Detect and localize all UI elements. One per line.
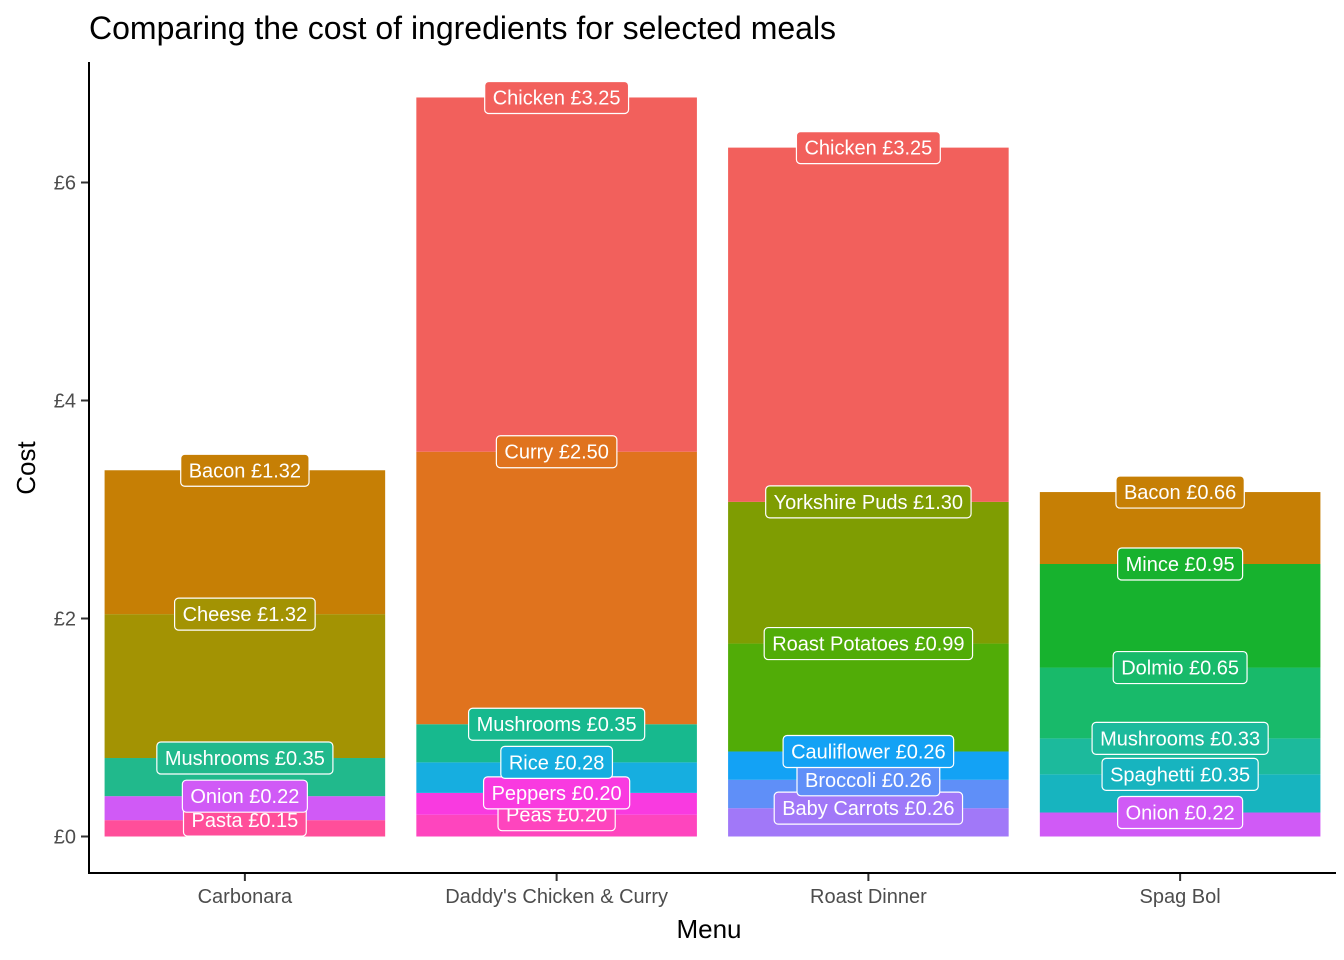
y-tick-label-6: £6	[54, 173, 76, 195]
x-tick-label-carbonara: Carbonara	[198, 886, 293, 908]
segment-label-box	[467, 707, 646, 741]
bar-segment-roast-dinner-chicken	[728, 147, 1009, 502]
segment-label-text: Chicken £3.25	[804, 138, 932, 160]
segment-label-carbonara-bacon: Bacon £1.32	[180, 453, 310, 487]
segment-label-box	[782, 734, 955, 769]
segment-label-spag-bol-onion: Onion £0.22	[1117, 795, 1244, 830]
segment-label-daddy-s-chicken-curry-chicken: Chicken £3.25	[484, 80, 630, 115]
bar-segment-carbonara-cheese	[104, 614, 386, 759]
segment-label-text: Roast Potatoes £0.99	[772, 634, 964, 656]
bar-segment-roast-dinner-yorkshire-puds	[728, 501, 1009, 644]
segment-label-text: Broccoli £0.26	[805, 770, 932, 792]
segment-label-daddy-s-chicken-curry-peppers: Peppers £0.20	[482, 776, 631, 810]
x-tick-label-daddy-s-chicken-curry: Daddy's Chicken & Curry	[445, 886, 668, 908]
segment-label-spag-bol-dolmio: Dolmio £0.65	[1112, 650, 1248, 685]
segment-label-text: Mushrooms £0.35	[165, 748, 325, 770]
segment-label-box	[763, 626, 974, 661]
y-tick-label-4: £4	[54, 391, 76, 413]
segment-label-spag-bol-mushrooms: Mushrooms £0.33	[1091, 721, 1269, 756]
segment-label-text: Pasta £0.15	[192, 810, 299, 832]
segment-label-spag-bol-spaghetti: Spaghetti £0.35	[1101, 757, 1259, 791]
segment-label-text: Bacon £1.32	[189, 460, 301, 482]
x-tick-label-roast-dinner: Roast Dinner	[810, 886, 927, 908]
segment-label-spag-bol-mince: Mince £0.95	[1117, 547, 1244, 581]
segment-label-daddy-s-chicken-curry-mushrooms: Mushrooms £0.35	[467, 707, 646, 741]
segment-label-text: Spaghetti £0.35	[1110, 764, 1250, 786]
y-tick-label-0: £0	[54, 827, 76, 849]
bar-segment-roast-dinner-roast-potatoes	[728, 643, 1009, 752]
segment-label-text: Dolmio £0.65	[1121, 658, 1239, 680]
segment-label-roast-dinner-broccoli: Broccoli £0.26	[796, 763, 941, 797]
segment-label-box	[500, 745, 614, 779]
segment-label-roast-dinner-yorkshire-puds: Yorkshire Puds £1.30	[765, 485, 972, 519]
segment-label-box	[1101, 757, 1259, 791]
bar-segment-daddy-s-chicken-curry-chicken	[416, 97, 697, 452]
segment-label-box	[765, 485, 972, 519]
segment-label-text: Rice £0.28	[509, 752, 605, 774]
segment-label-spag-bol-bacon: Bacon £0.66	[1115, 475, 1245, 509]
segment-label-carbonara-onion: Onion £0.22	[181, 779, 308, 813]
segment-label-text: Chicken £3.25	[493, 87, 621, 109]
x-tick-label-spag-bol: Spag Bol	[1140, 886, 1221, 908]
segment-label-daddy-s-chicken-curry-curry: Curry £2.50	[495, 435, 618, 469]
chart-title: Comparing the cost of ingredients for se…	[89, 10, 836, 46]
segment-label-text: Onion £0.22	[190, 786, 299, 808]
y-tick-label-2: £2	[54, 609, 76, 631]
segment-label-text: Peppers £0.20	[492, 783, 622, 805]
segment-label-roast-dinner-cauliflower: Cauliflower £0.26	[782, 734, 955, 769]
segment-label-roast-dinner-baby-carrots: Baby Carrots £0.26	[773, 791, 964, 825]
segment-label-box	[1117, 547, 1244, 581]
segment-label-text: Mushrooms £0.33	[1100, 728, 1260, 750]
x-axis-title: Menu	[676, 914, 741, 944]
segment-label-text: Bacon £0.66	[1124, 482, 1236, 504]
segment-label-roast-dinner-roast-potatoes: Roast Potatoes £0.99	[763, 626, 974, 661]
segment-label-box	[156, 741, 334, 775]
segment-label-text: Baby Carrots £0.26	[782, 798, 954, 820]
segment-label-box	[1115, 475, 1245, 509]
segment-label-text: Mince £0.95	[1126, 554, 1235, 576]
y-axis-ticks: £0 £2 £4 £6	[54, 173, 88, 849]
bar-segment-carbonara-bacon	[104, 470, 386, 615]
x-axis-ticks: Carbonara Daddy's Chicken & Curry Roast Di…	[198, 874, 1221, 908]
bar-segment-spag-bol-mince	[1039, 564, 1321, 668]
segment-label-text: Onion £0.22	[1126, 803, 1235, 825]
segment-label-text: Curry £2.50	[504, 442, 609, 464]
segment-label-text: Peas £0.20	[506, 805, 607, 827]
segment-label-carbonara-cheese: Cheese £1.32	[174, 597, 316, 631]
segment-label-roast-dinner-chicken: Chicken £3.25	[795, 131, 941, 165]
segment-label-box	[180, 453, 310, 487]
segment-label-box	[1091, 721, 1269, 756]
bar-segment-daddy-s-chicken-curry-curry	[416, 451, 697, 725]
segment-label-text: Cauliflower £0.26	[791, 741, 946, 763]
y-axis-title: Cost	[11, 440, 41, 494]
segment-label-daddy-s-chicken-curry-rice: Rice £0.28	[500, 745, 614, 779]
segment-label-text: Cheese £1.32	[183, 604, 308, 626]
segment-label-text: Mushrooms £0.35	[477, 714, 637, 736]
segment-label-box	[1117, 795, 1244, 830]
segment-label-box	[484, 80, 630, 115]
segment-label-box	[495, 435, 618, 469]
segment-label-text: Yorkshire Puds £1.30	[774, 492, 963, 514]
segment-label-carbonara-mushrooms: Mushrooms £0.35	[156, 741, 334, 775]
segment-label-box	[1112, 650, 1248, 685]
segment-label-box	[795, 131, 941, 165]
segment-label-box	[181, 779, 308, 813]
segment-label-box	[174, 597, 316, 631]
